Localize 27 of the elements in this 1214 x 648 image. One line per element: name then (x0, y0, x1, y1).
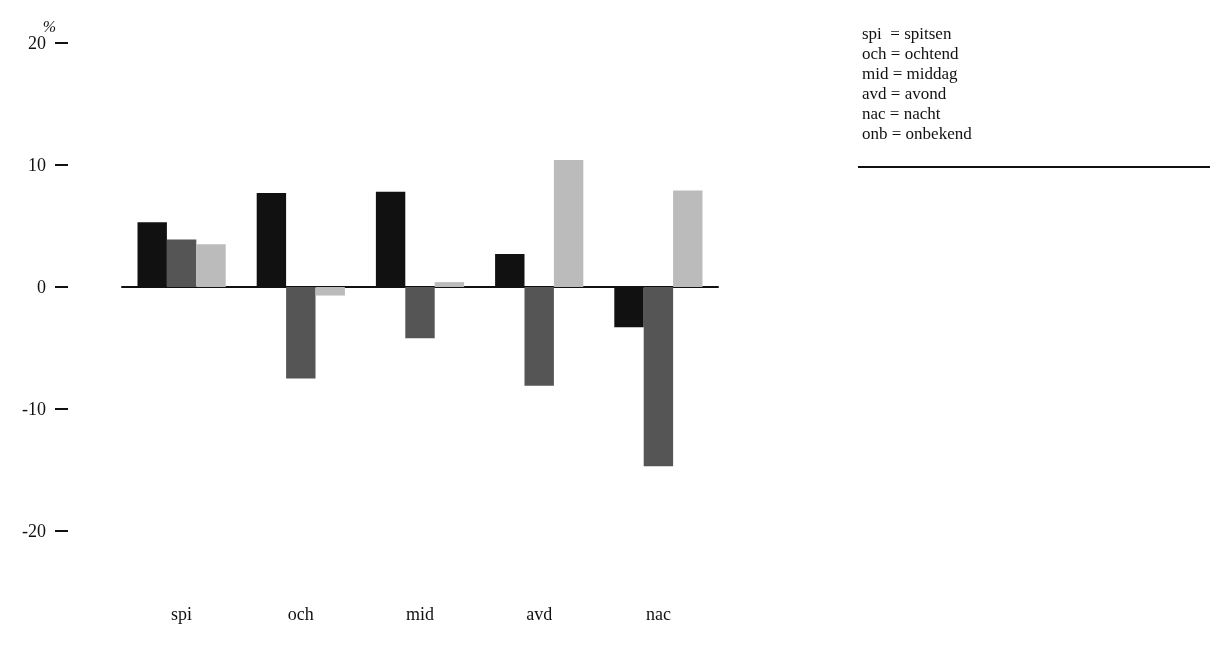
x-tick-label: spi (171, 604, 193, 624)
text: onb = onbekend (862, 124, 972, 144)
text: avd = avond (862, 84, 948, 104)
x-tick-label: och (287, 604, 314, 624)
bar (196, 244, 226, 287)
text: spi = spitsen (862, 24, 953, 44)
text: och = ochtend (862, 44, 960, 64)
y-axis-title: % (42, 17, 56, 35)
text: nac = nacht (862, 104, 942, 124)
bar (524, 287, 554, 386)
bar (166, 239, 197, 287)
y-tick-label: 0 (37, 277, 46, 297)
text: mid = middag (862, 64, 959, 84)
bar (553, 160, 584, 287)
y-tick-label: -10 (22, 399, 46, 419)
y-tick-label: 10 (28, 155, 46, 175)
bar (286, 287, 316, 379)
bar (673, 190, 703, 287)
bar (643, 287, 674, 467)
y-tick-label: -20 (22, 521, 46, 541)
bar (434, 282, 465, 287)
bar (405, 287, 435, 339)
x-tick-label: avd (526, 604, 553, 624)
bar (315, 287, 345, 296)
y-tick-label: 20 (28, 33, 46, 53)
x-tick-label: mid (405, 604, 435, 624)
x-tick-label: nac (645, 604, 671, 624)
